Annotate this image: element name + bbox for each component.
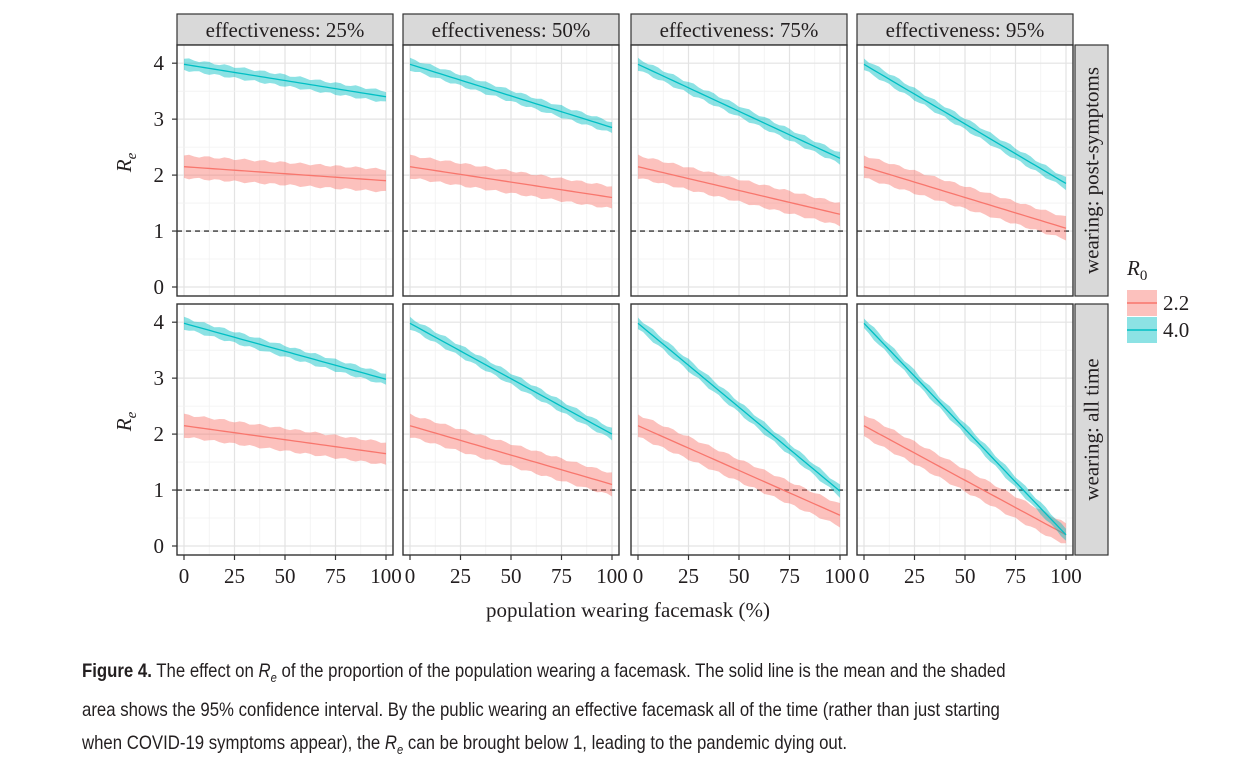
- facet-strip-row-1: [1074, 303, 1109, 556]
- x-axis-title: population wearing facemask (%): [486, 598, 770, 622]
- x-tick-label: 0: [859, 564, 870, 588]
- mean-line-r0-2.2: [637, 425, 841, 516]
- x-tick-label: 100: [370, 564, 402, 588]
- facet-strip-col-1: [402, 13, 620, 46]
- mean-line-r0-4.0: [863, 322, 1067, 536]
- facet-strip-col-3: [856, 13, 1074, 46]
- panel-border: [630, 44, 848, 297]
- facet-label-col-2: effectiveness: 75%: [660, 18, 819, 42]
- facet-strip-row-0: [1074, 44, 1109, 297]
- mean-line-r0-4.0: [637, 322, 841, 492]
- mean-line-r0-4.0: [183, 63, 387, 98]
- y-tick-label: 4: [154, 310, 165, 334]
- panel-r1-c2: [630, 303, 848, 556]
- mean-line-r0-4.0: [409, 322, 613, 435]
- mean-line-r0-2.2: [409, 425, 613, 486]
- caption-text-1b: of the proportion of the population wear…: [276, 660, 1006, 682]
- x-tick-label: 100: [1050, 564, 1082, 588]
- facet-label-col-1: effectiveness: 50%: [432, 18, 591, 42]
- panel-border: [856, 44, 1074, 297]
- panel-r1-c0: [176, 303, 394, 556]
- x-tick-label: 25: [904, 564, 925, 588]
- panel-r0-c2: [630, 44, 848, 297]
- x-tick-label: 100: [596, 564, 628, 588]
- y-tick-label: 2: [154, 422, 165, 446]
- x-tick-label: 100: [824, 564, 856, 588]
- mean-line-r0-4.0: [637, 63, 841, 159]
- panel-border: [176, 44, 394, 297]
- legend: R0 2.2 4.0: [1126, 256, 1189, 343]
- mean-line-r0-4.0: [863, 63, 1067, 185]
- caption-text-3b: can be brought below 1, leading to the p…: [403, 731, 848, 754]
- y-tick-label: 1: [154, 219, 165, 243]
- mean-line-r0-2.2: [409, 166, 613, 199]
- x-tick-label: 25: [450, 564, 471, 588]
- caption-text-1a: The effect on: [151, 660, 259, 682]
- x-tick-label: 75: [551, 564, 572, 588]
- panel-r0-c0: [176, 44, 394, 297]
- mean-line-r0-2.2: [183, 425, 387, 455]
- panel-border: [402, 44, 620, 297]
- y-tick-label: 0: [154, 275, 165, 299]
- caption-re-2: Re: [384, 731, 404, 757]
- y-axis-title: Re: [112, 411, 140, 432]
- facet-label-col-3: effectiveness: 95%: [886, 18, 1045, 42]
- mean-line-r0-4.0: [409, 63, 613, 129]
- x-tick-label: 75: [779, 564, 800, 588]
- legend-label-2.2: 2.2: [1163, 291, 1189, 315]
- caption-text-3a: when COVID-19 symptoms appear), the: [82, 731, 385, 754]
- x-tick-label: 50: [275, 564, 296, 588]
- x-tick-label: 25: [678, 564, 699, 588]
- x-tick-label: 0: [179, 564, 190, 588]
- x-tick-label: 0: [405, 564, 416, 588]
- panel-r0-c3: [856, 44, 1074, 297]
- x-tick-label: 0: [633, 564, 644, 588]
- x-tick-label: 25: [224, 564, 245, 588]
- legend-title: R0: [1126, 256, 1147, 284]
- mean-line-r0-2.2: [863, 425, 1067, 536]
- facet-label-col-0: effectiveness: 25%: [206, 18, 365, 42]
- mean-line-r0-2.2: [863, 166, 1067, 229]
- facet-label-row-1: wearing: all time: [1080, 358, 1104, 500]
- facet-strip-col-0: [176, 13, 394, 46]
- facet-label-row-0: wearing: post-symptoms: [1080, 67, 1104, 274]
- y-tick-label: 2: [154, 163, 165, 187]
- y-tick-label: 0: [154, 534, 165, 558]
- x-tick-label: 50: [501, 564, 522, 588]
- y-tick-label: 3: [154, 107, 165, 131]
- x-tick-label: 75: [1005, 564, 1026, 588]
- y-tick-label: 3: [154, 366, 165, 390]
- y-tick-label: 4: [154, 51, 165, 75]
- mean-line-r0-2.2: [637, 166, 841, 215]
- mean-line-r0-4.0: [183, 322, 387, 380]
- panel-r1-c3: [856, 303, 1074, 556]
- panel-r0-c1: [402, 44, 620, 297]
- y-tick-label: 1: [154, 478, 165, 502]
- panel-r1-c1: [402, 303, 620, 556]
- caption-re: Re: [258, 660, 277, 685]
- x-tick-label: 75: [325, 564, 346, 588]
- caption-line-2: area shows the 95% confidence interval. …: [82, 698, 1000, 721]
- ci-band-r0-2.2: [864, 415, 1066, 544]
- x-tick-label: 50: [729, 564, 750, 588]
- y-axis-title: Re: [112, 152, 140, 173]
- facet-line-chart: effectiveness: 25% effectiveness: 50% effe…: [112, 13, 1189, 622]
- figure-caption: Figure 4. The effect on Re of the propor…: [82, 655, 1071, 766]
- caption-line-1: Figure 4. The effect on Re of the propor…: [82, 655, 1071, 694]
- caption-line-3: when COVID-19 symptoms appear), the Re c…: [82, 727, 1071, 766]
- mean-line-r0-2.2: [183, 166, 387, 182]
- caption-label: Figure 4.: [82, 660, 152, 682]
- x-tick-label: 50: [955, 564, 976, 588]
- legend-label-4.0: 4.0: [1163, 318, 1189, 342]
